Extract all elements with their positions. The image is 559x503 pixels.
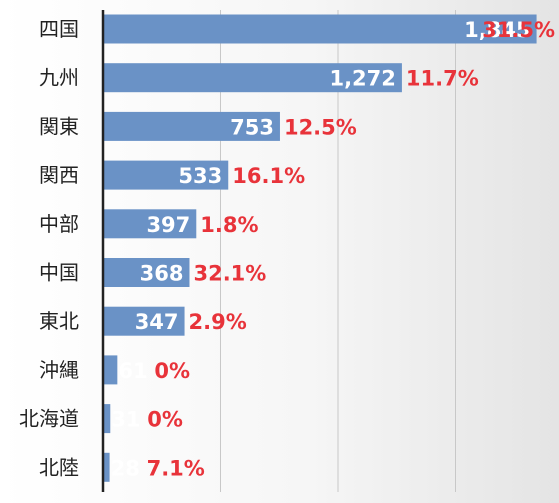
- percent-label-5: 32.1%: [193, 262, 266, 286]
- bar-7: [103, 355, 118, 385]
- category-label-2: 関東: [39, 114, 79, 138]
- value-label-0: 1,845: [464, 18, 530, 42]
- value-label-2: 753: [230, 115, 274, 139]
- category-label-6: 東北: [39, 309, 79, 333]
- category-label-9: 北陸: [39, 455, 79, 479]
- value-label-1: 1,272: [329, 67, 395, 91]
- bar-3: [103, 160, 229, 190]
- percent-label-7: 0%: [154, 359, 190, 383]
- value-label-4: 397: [146, 213, 190, 237]
- category-label-4: 中部: [39, 212, 79, 236]
- category-label-1: 九州: [39, 66, 79, 90]
- bars: [103, 14, 537, 482]
- percent-label-1: 11.7%: [406, 67, 479, 91]
- value-label-6: 347: [135, 310, 179, 334]
- bar-2: [103, 111, 280, 141]
- percent-label-0: 31.5%: [482, 18, 555, 42]
- category-label-3: 関西: [39, 163, 79, 187]
- bar-6: [103, 306, 185, 336]
- percent-label-3: 16.1%: [232, 164, 305, 188]
- value-label-5: 368: [140, 262, 184, 286]
- percent-label-6: 2.9%: [189, 310, 247, 334]
- percent-label-2: 12.5%: [284, 115, 357, 139]
- percent-label-4: 1.8%: [200, 213, 258, 237]
- category-label-5: 中国: [39, 261, 79, 285]
- category-label-7: 沖縄: [39, 358, 79, 382]
- value-label-8: 31: [111, 408, 140, 432]
- percent-label-8: 0%: [147, 408, 183, 432]
- bar-8: [103, 404, 111, 434]
- value-label-7: 61: [118, 359, 147, 383]
- value-label-3: 533: [178, 164, 222, 188]
- bar-9: [103, 452, 110, 482]
- category-label-8: 北海道: [19, 407, 79, 431]
- bar-1: [103, 63, 402, 93]
- value-label-9: 28: [111, 456, 140, 480]
- bar-5: [103, 258, 190, 287]
- category-label-0: 四国: [39, 17, 79, 41]
- bar-0: [103, 14, 537, 44]
- bar-4: [103, 209, 197, 239]
- percent-label-9: 7.1%: [147, 456, 205, 480]
